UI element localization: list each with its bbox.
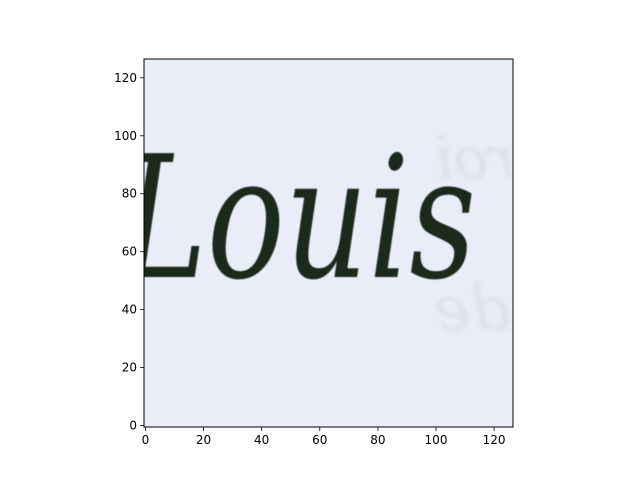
y-tick-label: 80 xyxy=(122,187,137,201)
y-tick-label: 120 xyxy=(114,71,137,85)
x-tick-label: 60 xyxy=(312,433,327,447)
x-axis: 0 20 40 60 80 100 120 xyxy=(142,427,506,447)
bleed-through-text: roi de xyxy=(434,124,516,345)
word-louis: Louis xyxy=(119,120,476,318)
image-content: roi de Louis xyxy=(119,59,516,427)
y-tick-label: 40 xyxy=(122,303,137,317)
x-tick-label: 0 xyxy=(142,433,150,447)
bleed-through-glyphs: roi xyxy=(435,124,516,192)
x-tick-label: 100 xyxy=(425,433,448,447)
y-tick-label: 60 xyxy=(122,245,137,259)
x-tick-label: 20 xyxy=(196,433,211,447)
y-tick-label: 20 xyxy=(122,361,137,375)
x-tick-label: 80 xyxy=(370,433,385,447)
y-tick-label: 0 xyxy=(129,419,137,433)
y-axis: 0 20 40 60 80 100 120 xyxy=(114,71,144,433)
y-tick-label: 100 xyxy=(114,129,137,143)
bleed-through-glyphs: de xyxy=(434,272,510,345)
x-tick-label: 40 xyxy=(254,433,269,447)
image-background xyxy=(144,59,513,427)
x-tick-label: 120 xyxy=(483,433,506,447)
axes-frame xyxy=(143,58,514,428)
